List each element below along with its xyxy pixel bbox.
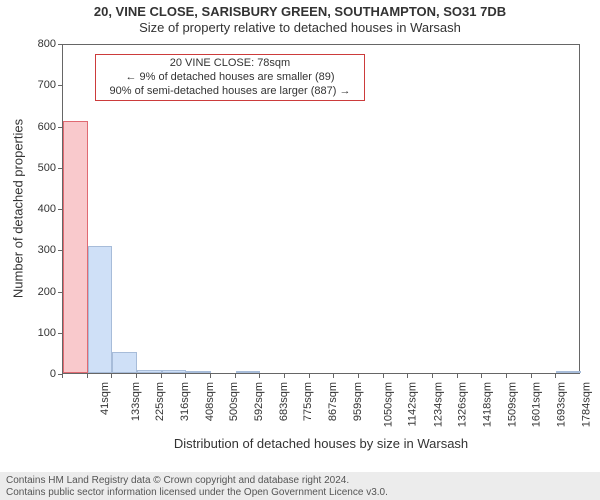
x-tick-mark (161, 374, 162, 378)
x-tick-mark (407, 374, 408, 378)
y-tick-label: 200 (0, 286, 56, 298)
x-axis-title: Distribution of detached houses by size … (62, 436, 580, 451)
x-tick-mark (210, 374, 211, 378)
x-tick-mark (136, 374, 137, 378)
y-tick-label: 100 (0, 327, 56, 339)
x-tick-label: 1418sqm (481, 382, 493, 427)
page-subtitle: Size of property relative to detached ho… (0, 20, 600, 36)
x-tick-label: 41sqm (99, 382, 111, 415)
footer: Contains HM Land Registry data © Crown c… (0, 472, 600, 500)
x-tick-mark (481, 374, 482, 378)
x-tick-label: 1601sqm (531, 382, 543, 427)
x-tick-mark (87, 374, 88, 378)
y-axis-title: Number of detached properties (11, 44, 26, 374)
x-tick-mark (432, 374, 433, 378)
x-tick-mark (62, 374, 63, 378)
y-tick-label: 400 (0, 203, 56, 215)
bar (63, 121, 88, 373)
x-tick-label: 225sqm (154, 382, 166, 421)
x-tick-label: 316sqm (179, 382, 191, 421)
x-tick-mark (333, 374, 334, 378)
y-tick-mark (58, 209, 62, 210)
x-tick-label: 500sqm (228, 382, 240, 421)
bar (236, 371, 261, 373)
y-tick-label: 600 (0, 121, 56, 133)
x-tick-mark (235, 374, 236, 378)
y-tick-label: 800 (0, 38, 56, 50)
x-tick-mark (358, 374, 359, 378)
x-tick-mark (111, 374, 112, 378)
x-tick-label: 1142sqm (406, 382, 418, 426)
x-tick-label: 959sqm (352, 382, 364, 421)
footer-line-2: Contains public sector information licen… (6, 487, 594, 499)
y-tick-mark (58, 85, 62, 86)
y-tick-label: 300 (0, 244, 56, 256)
bar (112, 352, 137, 373)
annotation-line-1: 20 VINE CLOSE: 78sqm (102, 57, 358, 71)
x-tick-mark (555, 374, 556, 378)
annotation-line-2: ← 9% of detached houses are smaller (89) (102, 71, 358, 85)
x-tick-label: 1050sqm (383, 382, 395, 427)
y-tick-mark (58, 44, 62, 45)
x-tick-mark (309, 374, 310, 378)
x-tick-label: 592sqm (253, 382, 265, 421)
x-tick-label: 1784sqm (580, 382, 592, 427)
bar (137, 370, 162, 373)
x-tick-mark (506, 374, 507, 378)
x-tick-label: 683sqm (278, 382, 290, 421)
x-tick-mark (185, 374, 186, 378)
x-tick-label: 867sqm (327, 382, 339, 421)
annotation-line-3: 90% of semi-detached houses are larger (… (102, 85, 358, 99)
annotation-box: 20 VINE CLOSE: 78sqm ← 9% of detached ho… (95, 54, 365, 101)
bar (556, 371, 581, 373)
y-tick-mark (58, 333, 62, 334)
x-tick-mark (383, 374, 384, 378)
x-tick-label: 133sqm (130, 382, 142, 421)
x-tick-mark (284, 374, 285, 378)
x-tick-label: 1693sqm (555, 382, 567, 427)
y-tick-label: 700 (0, 79, 56, 91)
x-tick-mark (531, 374, 532, 378)
x-tick-mark (259, 374, 260, 378)
x-tick-mark (457, 374, 458, 378)
y-tick-mark (58, 292, 62, 293)
y-tick-mark (58, 250, 62, 251)
y-tick-mark (58, 168, 62, 169)
x-tick-label: 1326sqm (457, 382, 469, 427)
page-title: 20, VINE CLOSE, SARISBURY GREEN, SOUTHAM… (0, 0, 600, 20)
x-tick-label: 775sqm (302, 382, 314, 421)
y-tick-label: 0 (0, 368, 56, 380)
bar (162, 370, 187, 373)
x-tick-label: 1509sqm (506, 382, 518, 427)
y-tick-label: 500 (0, 162, 56, 174)
bar (88, 246, 113, 373)
x-tick-label: 1234sqm (432, 382, 444, 427)
bar (186, 371, 211, 373)
x-tick-label: 408sqm (204, 382, 216, 421)
footer-line-1: Contains HM Land Registry data © Crown c… (6, 475, 594, 487)
y-tick-mark (58, 127, 62, 128)
